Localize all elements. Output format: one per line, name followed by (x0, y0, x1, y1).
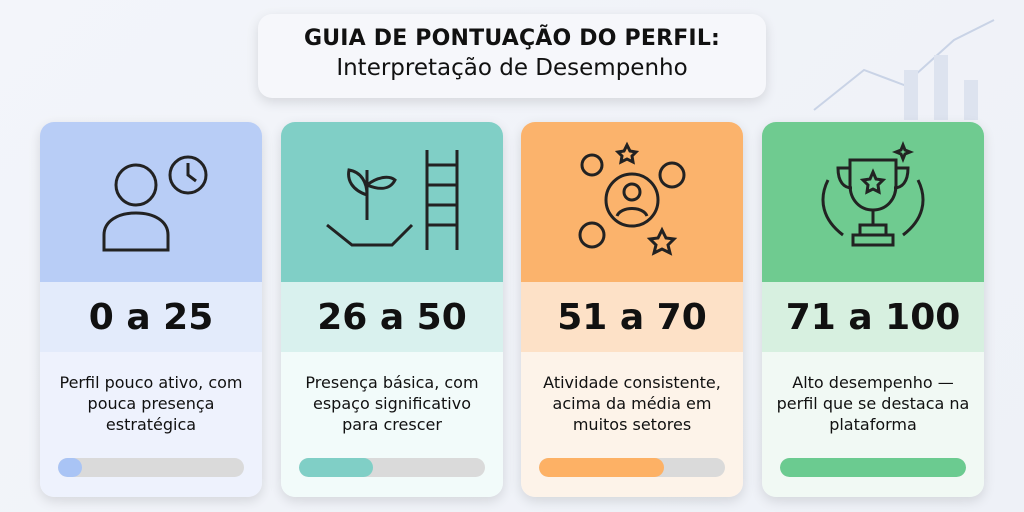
card-description-area: Atividade consistente, acima da média em… (521, 352, 743, 497)
score-range: 71 a 100 (762, 282, 984, 352)
progress-fill (780, 458, 966, 477)
card-description-area: Alto desempenho — perfil que se destaca … (762, 352, 984, 497)
progress-fill (299, 458, 374, 477)
card-description-area: Presença básica, com espaço significativ… (281, 352, 503, 497)
score-description: Atividade consistente, acima da média em… (543, 373, 721, 434)
page-subtitle: Interpretação de Desempenho (336, 55, 688, 81)
title-box: GUIA DE PONTUAÇÃO DO PERFIL: Interpretaç… (258, 14, 766, 98)
score-range: 51 a 70 (521, 282, 743, 352)
progress-bar (780, 458, 966, 477)
chart-decoration-icon (813, 19, 995, 120)
progress-fill (539, 458, 664, 477)
card-illustration (40, 122, 262, 282)
trophy-icon (808, 140, 938, 264)
gears-person-icon (567, 140, 697, 264)
progress-bar (299, 458, 485, 477)
card-illustration (521, 122, 743, 282)
card-description-area: Perfil pouco ativo, com pouca presença e… (40, 352, 262, 497)
card-illustration (281, 122, 503, 282)
score-card: 71 a 100 Alto desempenho — perfil que se… (762, 122, 984, 497)
score-range: 26 a 50 (281, 282, 503, 352)
score-range: 0 a 25 (40, 282, 262, 352)
score-card: 0 a 25 Perfil pouco ativo, com pouca pre… (40, 122, 262, 497)
progress-bar (58, 458, 244, 477)
plant-ladder-icon (317, 145, 467, 259)
score-card: 26 a 50 Presença básica, com espaço sign… (281, 122, 503, 497)
score-description: Presença básica, com espaço significativ… (305, 373, 479, 434)
progress-fill (58, 458, 83, 477)
score-card: 51 a 70 Atividade consistente, acima da … (521, 122, 743, 497)
page-title: GUIA DE PONTUAÇÃO DO PERFIL: (303, 26, 721, 51)
progress-bar (539, 458, 725, 477)
person-clock-icon (86, 145, 216, 259)
score-description: Perfil pouco ativo, com pouca presença e… (59, 373, 243, 434)
score-description: Alto desempenho — perfil que se destaca … (776, 373, 970, 434)
card-illustration (762, 122, 984, 282)
